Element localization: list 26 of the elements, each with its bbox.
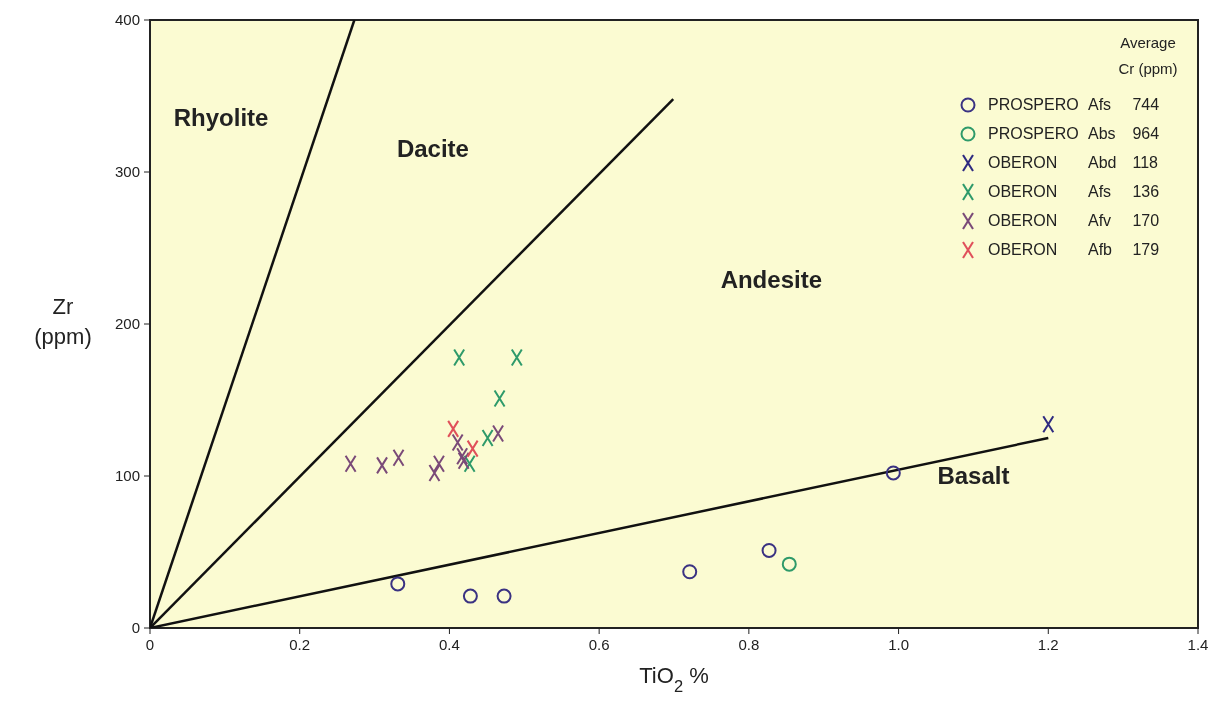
text: OBERON Afv 170	[988, 212, 1160, 229]
y-tick-label: 200	[114, 315, 140, 332]
annotation: Dacite	[396, 134, 469, 162]
x-tick-label: 0.2	[289, 636, 311, 653]
text: OBERON Afb 179	[988, 241, 1160, 258]
x-tick-label: 0.6	[588, 636, 610, 653]
x-tick-label: 1.2	[1037, 636, 1059, 653]
text: OBERON Abd 118	[988, 154, 1158, 171]
x-axis-title: TiO$_{2}$ %	[639, 663, 709, 695]
annotation: Rhyolite	[173, 104, 269, 132]
y-tick-label: 400	[114, 11, 140, 28]
y-tick-label: 100	[114, 467, 140, 484]
legend-title: Average Cr (ppm)	[1118, 34, 1178, 77]
legend-label: PROSPERO Abs 964	[988, 125, 1160, 142]
text: OBERON Afs 136	[988, 183, 1160, 200]
y-tick-label: 0	[131, 619, 140, 636]
x-tick-label: 1.4	[1187, 636, 1209, 653]
text: PROSPERO Afs 744	[988, 96, 1160, 113]
annotation: Basalt	[937, 461, 1010, 489]
y-axis-title: Zr (ppm)	[34, 294, 92, 349]
x-tick-label: 0.8	[738, 636, 760, 653]
x-tick-label: 1.0	[888, 636, 909, 653]
x-tick-label: 0	[145, 636, 155, 653]
annotation: Andesite	[720, 265, 822, 293]
x-tick-label: 0.4	[439, 636, 460, 653]
y-tick-label: 300	[114, 163, 140, 180]
